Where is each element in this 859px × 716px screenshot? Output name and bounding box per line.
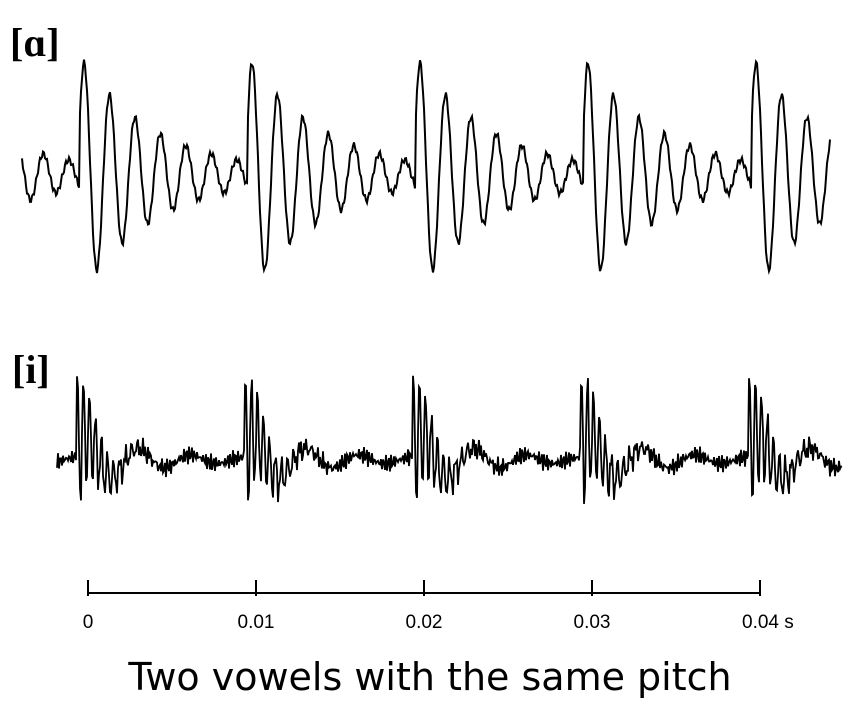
waveform [21, 58, 831, 276]
vowel-label: [ɑ] [10, 20, 60, 65]
tick-label: 0 [83, 612, 94, 633]
tick-label: 0.02 [406, 612, 443, 633]
tick-label: 0.03 [574, 612, 611, 633]
caption: Two vowels with the same pitch [127, 655, 731, 699]
tick-label: 0.01 [238, 612, 275, 633]
tick-label: 0.04 s [742, 612, 794, 633]
vowel-label: [i] [12, 347, 50, 392]
waveform [56, 375, 843, 504]
